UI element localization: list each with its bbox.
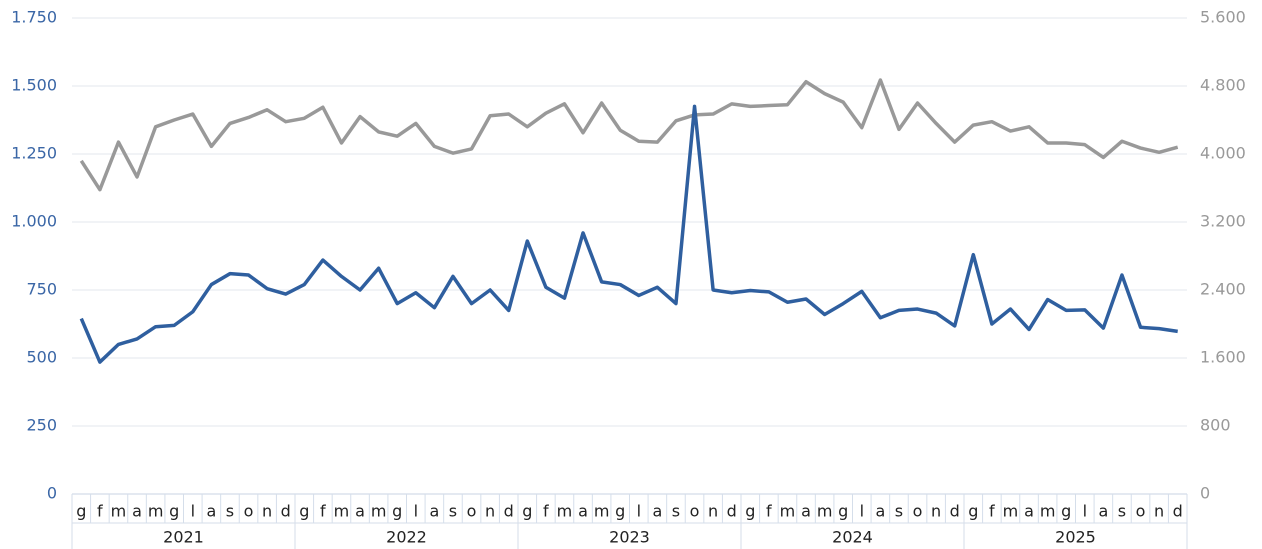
x-tick-label: d [950, 502, 960, 521]
year-label: 2022 [386, 528, 427, 547]
y2-tick-label: 3.200 [1200, 212, 1246, 231]
x-tick-label: g [392, 502, 402, 521]
x-tick-label: g [838, 502, 848, 521]
x-tick-label: m [148, 502, 164, 521]
x-tick-label: o [690, 502, 700, 521]
x-tick-label: d [281, 502, 291, 521]
x-tick-label: l [637, 502, 641, 521]
x-tick-label: m [557, 502, 573, 521]
x-tick-label: o [244, 502, 254, 521]
x-tick-label: f [766, 502, 772, 521]
x-tick-label: g [522, 502, 532, 521]
x-tick-label: s [449, 502, 457, 521]
y-tick-label: 500 [26, 348, 57, 367]
x-tick-label: a [578, 502, 588, 521]
x-tick-label: m [371, 502, 387, 521]
y2-tick-label: 5.600 [1200, 8, 1246, 27]
x-tick-label: g [1061, 502, 1071, 521]
y2-tick-label: 2.400 [1200, 280, 1246, 299]
y2-tick-label: 1.600 [1200, 348, 1246, 367]
x-tick-label: l [860, 502, 864, 521]
x-tick-label: m [594, 502, 610, 521]
x-tick-label: f [543, 502, 549, 521]
x-tick-label: l [414, 502, 418, 521]
x-tick-label: o [467, 502, 477, 521]
x-tick-label: n [931, 502, 941, 521]
x-tick-label: a [429, 502, 439, 521]
year-label: 2025 [1055, 528, 1096, 547]
x-tick-label: o [1136, 502, 1146, 521]
y-tick-label: 1.750 [11, 8, 57, 27]
x-tick-label: d [504, 502, 514, 521]
y-tick-label: 1.250 [11, 144, 57, 163]
x-tick-label: a [801, 502, 811, 521]
x-tick-label: a [1024, 502, 1034, 521]
x-tick-label: n [262, 502, 272, 521]
x-tick-label: o [913, 502, 923, 521]
series-line [79, 104, 1178, 364]
x-tick-label: l [191, 502, 195, 521]
x-tick-label: f [989, 502, 995, 521]
x-tick-label: f [320, 502, 326, 521]
x-tick-label: m [817, 502, 833, 521]
x-tick-label: s [226, 502, 234, 521]
x-tick-label: f [97, 502, 103, 521]
x-tick-label: a [355, 502, 365, 521]
x-tick-label: m [334, 502, 350, 521]
y2-tick-label: 800 [1200, 416, 1231, 435]
x-tick-label: a [875, 502, 885, 521]
x-tick-label: n [708, 502, 718, 521]
x-tick-label: s [1118, 502, 1126, 521]
series-line [79, 78, 1179, 192]
y2-tick-label: 0 [1200, 484, 1210, 503]
year-label: 2023 [609, 528, 650, 547]
x-tick-label: s [895, 502, 903, 521]
x-tick-label: a [132, 502, 142, 521]
year-label: 2024 [832, 528, 873, 547]
year-label: 2021 [163, 528, 204, 547]
y-tick-label: 250 [26, 416, 57, 435]
x-tick-label: g [745, 502, 755, 521]
x-tick-label: g [299, 502, 309, 521]
x-tick-label: g [76, 502, 86, 521]
x-tick-label: g [615, 502, 625, 521]
x-tick-label: d [727, 502, 737, 521]
x-tick-label: m [1003, 502, 1019, 521]
x-tick-label: m [1040, 502, 1056, 521]
x-tick-label: a [206, 502, 216, 521]
y-tick-label: 0 [47, 484, 57, 503]
x-tick-label: s [672, 502, 680, 521]
y2-tick-label: 4.800 [1200, 76, 1246, 95]
x-tick-label: l [1083, 502, 1087, 521]
x-tick-label: m [780, 502, 796, 521]
x-tick-label: a [1098, 502, 1108, 521]
x-tick-label: n [1154, 502, 1164, 521]
y-tick-label: 1.000 [11, 212, 57, 231]
x-tick-label: a [652, 502, 662, 521]
y-tick-label: 750 [26, 280, 57, 299]
y2-tick-label: 4.000 [1200, 144, 1246, 163]
x-tick-label: m [111, 502, 127, 521]
x-tick-label: d [1173, 502, 1183, 521]
x-tick-label: n [485, 502, 495, 521]
y-tick-label: 1.500 [11, 76, 57, 95]
x-tick-label: g [169, 502, 179, 521]
x-tick-label: g [968, 502, 978, 521]
